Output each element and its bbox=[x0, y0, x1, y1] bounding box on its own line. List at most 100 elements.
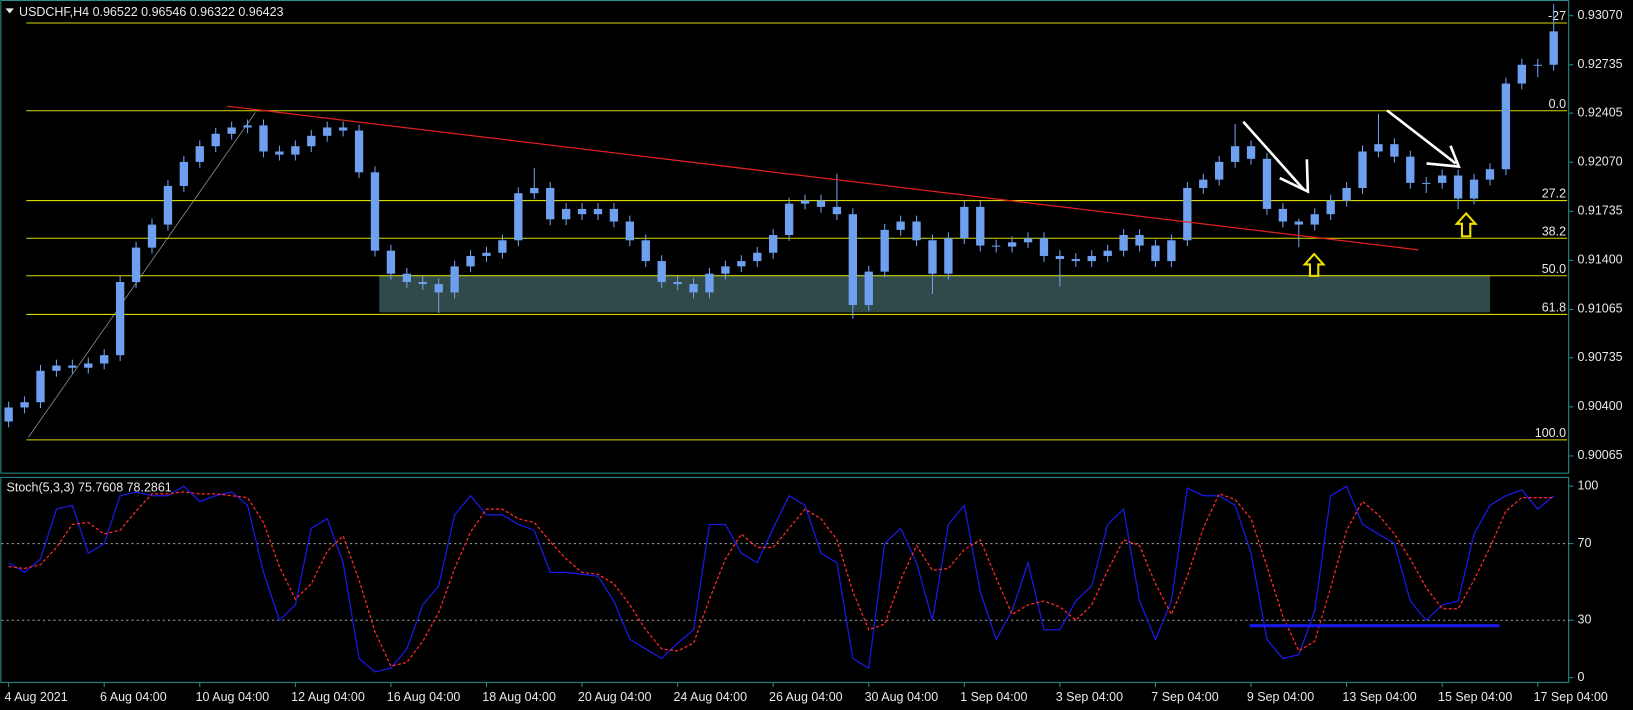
x-tick-label: 30 Aug 04:00 bbox=[865, 690, 939, 704]
candle-body bbox=[1262, 158, 1272, 209]
candle-body bbox=[976, 206, 985, 246]
candle-body bbox=[593, 208, 603, 215]
candle-body bbox=[338, 127, 348, 131]
candle-body bbox=[832, 206, 842, 215]
y-tick-label: 0.91065 bbox=[1578, 302, 1623, 316]
candle-body bbox=[1230, 146, 1240, 162]
candle-body bbox=[657, 261, 666, 283]
candle-body bbox=[1071, 259, 1080, 262]
x-tick-label: 18 Aug 04:00 bbox=[482, 690, 556, 704]
candle-body bbox=[896, 221, 905, 230]
x-tick-label: 15 Sep 04:00 bbox=[1438, 690, 1512, 704]
candle-body bbox=[1485, 169, 1495, 180]
candle-body bbox=[1406, 156, 1415, 183]
candle-body bbox=[689, 284, 698, 293]
candle-body bbox=[928, 240, 937, 274]
candle-body bbox=[1246, 146, 1256, 159]
y-tick-label: 70 bbox=[1578, 536, 1592, 550]
candle-body bbox=[275, 151, 284, 155]
candle-body bbox=[450, 266, 459, 293]
candle-body bbox=[1087, 255, 1096, 262]
candle-body bbox=[1039, 238, 1049, 256]
candle-body bbox=[147, 224, 157, 248]
candle-body bbox=[784, 203, 794, 236]
candle-body bbox=[1007, 242, 1017, 247]
candle-body bbox=[1342, 187, 1351, 201]
up-arrow bbox=[1302, 252, 1326, 277]
fib-label: 50.0 bbox=[1542, 262, 1566, 276]
candle-body bbox=[1215, 161, 1224, 180]
candle-body bbox=[1374, 144, 1383, 152]
candle-body bbox=[52, 365, 61, 371]
candle-body bbox=[880, 229, 889, 272]
y-tick-label: 0.90065 bbox=[1578, 448, 1623, 462]
candle-body bbox=[737, 261, 746, 267]
fib-label: 61.8 bbox=[1542, 300, 1566, 314]
candle-body bbox=[1326, 200, 1335, 215]
candle-body bbox=[259, 125, 268, 152]
y-tick-label: 0.91735 bbox=[1578, 204, 1623, 218]
arrow bbox=[1386, 109, 1457, 165]
candle-body bbox=[354, 130, 364, 173]
y-tick-label: 0.91400 bbox=[1578, 253, 1623, 267]
candle-body bbox=[323, 127, 332, 136]
x-tick-label: 7 Sep 04:00 bbox=[1151, 690, 1218, 704]
candle-body bbox=[1199, 179, 1208, 188]
candle-body bbox=[498, 240, 507, 253]
candle-body bbox=[20, 402, 29, 408]
y-tick-label: 0.92070 bbox=[1578, 154, 1623, 168]
candle-body bbox=[1135, 235, 1144, 246]
candle-body bbox=[1501, 83, 1511, 170]
stoch-title: Stoch(5,3,3) 75.7608 78.2861 bbox=[7, 481, 172, 495]
y-tick-label: 0.90400 bbox=[1578, 399, 1623, 413]
x-tick-label: 10 Aug 04:00 bbox=[196, 690, 270, 704]
y-tick-label: 100 bbox=[1578, 478, 1599, 492]
fib-label: 0.0 bbox=[1549, 97, 1566, 111]
y-tick-label: 30 bbox=[1578, 613, 1592, 627]
y-tick-label: 0.92735 bbox=[1578, 57, 1623, 71]
candle-body bbox=[4, 407, 13, 422]
y-tick-label: 0.92405 bbox=[1578, 105, 1623, 119]
candle-body bbox=[546, 187, 555, 220]
candle-body bbox=[641, 240, 650, 262]
arrow-head bbox=[1279, 159, 1310, 194]
fib-label: -27 bbox=[1548, 9, 1566, 23]
x-tick-label: 3 Sep 04:00 bbox=[1056, 690, 1123, 704]
candle-body bbox=[482, 252, 491, 256]
y-tick-label: 0.90735 bbox=[1578, 350, 1623, 364]
candle-body bbox=[1151, 245, 1160, 262]
candle-body bbox=[418, 282, 427, 285]
candle-body bbox=[912, 221, 921, 241]
x-tick-label: 16 Aug 04:00 bbox=[387, 690, 461, 704]
candle-body bbox=[1310, 214, 1319, 225]
price-panel bbox=[0, 0, 1570, 474]
candle-body bbox=[131, 247, 141, 283]
candle-body bbox=[402, 273, 412, 283]
fib-label: 100.0 bbox=[1535, 426, 1566, 440]
candle-body bbox=[769, 235, 778, 253]
stoch-panel bbox=[0, 476, 1570, 683]
menu-triangle bbox=[5, 8, 14, 14]
candle-body bbox=[848, 214, 857, 306]
candle-body bbox=[227, 127, 236, 134]
annotations bbox=[227, 105, 1500, 628]
x-tick-label: 1 Sep 04:00 bbox=[960, 690, 1027, 704]
x-tick-label: 13 Sep 04:00 bbox=[1342, 690, 1416, 704]
candle-body bbox=[100, 355, 109, 364]
candle-body bbox=[753, 252, 762, 262]
candle-body bbox=[960, 206, 969, 239]
candle-body bbox=[1183, 187, 1192, 241]
candle-body bbox=[1167, 240, 1176, 262]
candle-body bbox=[992, 245, 1001, 247]
candle-body bbox=[211, 133, 220, 147]
candle-body bbox=[816, 200, 826, 207]
candle-body bbox=[195, 146, 204, 162]
candle-body bbox=[84, 363, 93, 368]
fib-label: 38.2 bbox=[1542, 224, 1566, 238]
plot-layer: 0.93070 0.92735 0.92405 0.92070 0.91735 0.914… bbox=[1, 3, 1623, 704]
fib-anchor-line bbox=[28, 112, 256, 438]
x-tick-label: 17 Sep 04:00 bbox=[1534, 690, 1608, 704]
candle-body bbox=[1055, 255, 1065, 260]
candle-body bbox=[1023, 238, 1033, 243]
